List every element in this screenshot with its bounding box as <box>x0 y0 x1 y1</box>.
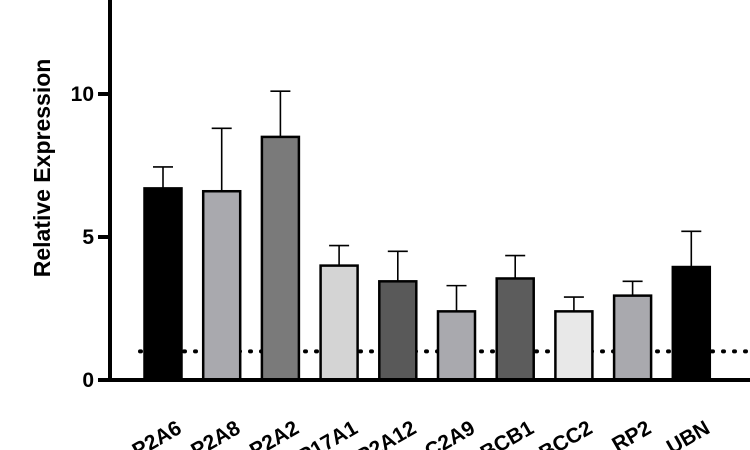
category-label-p2a8: P2A8 <box>187 416 244 450</box>
category-label-ubn: UBN <box>663 416 714 450</box>
bars <box>143 135 712 382</box>
category-label-c2a9: C2A9 <box>421 416 479 450</box>
bar-p2a8 <box>201 189 242 382</box>
error-bar-bcc2 <box>563 296 584 312</box>
bar-bcc2 <box>554 310 594 382</box>
error-bars <box>153 90 702 312</box>
error-bar-ubn <box>681 230 702 268</box>
y-tick-label-1: 5 <box>82 226 94 249</box>
error-bar-bcb1 <box>505 254 526 279</box>
category-label-bcb1: BCB1 <box>477 416 538 450</box>
bar-p2a6 <box>143 187 183 382</box>
error-bar-p17a1 <box>329 244 350 266</box>
error-bar-p2a2 <box>270 90 291 137</box>
category-label-p2a2: P2A2 <box>246 416 303 450</box>
category-label-p2a12: P2A12 <box>353 416 420 450</box>
y-tick-label-2: 10 <box>71 83 94 106</box>
error-bar-p2a8 <box>211 127 232 192</box>
category-label-bcc2: BCC2 <box>535 416 596 450</box>
category-label-p17a1: P17A1 <box>294 416 361 450</box>
bar-bcb1 <box>495 277 535 382</box>
error-bar-p2a12 <box>387 250 408 282</box>
category-label-rp2: RP2 <box>608 416 655 450</box>
bar-p2a2 <box>260 135 301 382</box>
error-bar-p2a6 <box>153 166 173 189</box>
axes <box>108 0 750 382</box>
bar-p17a1 <box>319 264 359 382</box>
bar-p2a12 <box>378 280 418 382</box>
error-bar-rp2 <box>622 280 643 296</box>
bar-rp2 <box>612 294 653 382</box>
category-label-p2a6: P2A6 <box>129 416 186 450</box>
bar-c2a9 <box>436 310 477 382</box>
y-tick-label-0: 0 <box>82 369 94 392</box>
y-axis-ticks: 0 5 10 <box>71 83 110 392</box>
error-bar-c2a9 <box>446 284 467 312</box>
bar-ubn <box>671 265 712 382</box>
y-axis-title: Relative Expression <box>29 59 55 278</box>
